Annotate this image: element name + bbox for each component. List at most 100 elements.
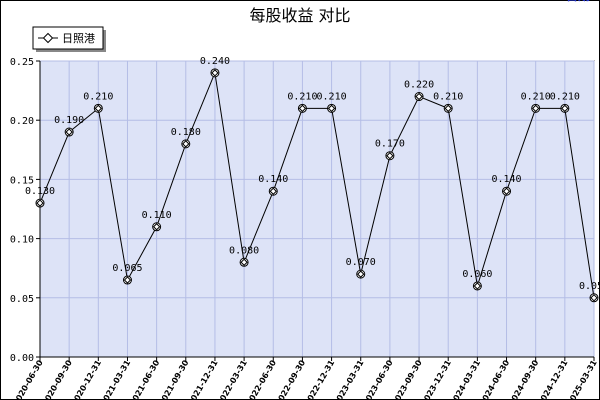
y-axis-tick-labels: 0.00 0.05 0.10 0.15 0.20 0.25 [10,57,34,364]
data-point-diamond [590,294,598,302]
data-point-diamond [444,104,452,113]
data-point-diamond [298,104,307,113]
plot-area [39,60,595,358]
y-tick-label: 0.00 [10,353,34,364]
x-tick-label: 2020-12-31 [70,358,104,400]
data-label: 0.210 [433,91,463,102]
data-point-diamond [182,140,190,148]
chart-title: 每股收益 对比 [249,6,350,25]
data-point [122,275,132,285]
data-label: 0.210 [550,91,580,102]
data-label: 0.210 [317,91,347,102]
data-point [472,281,482,291]
data-label: 0.210 [83,91,113,102]
x-tick-label: 2024-12-31 [536,358,570,400]
data-point [560,103,570,113]
data-point [181,139,191,149]
x-axis-label: 日期 [566,0,590,3]
data-label: 0.220 [404,80,434,91]
x-tick-label: 2022-06-30 [245,358,279,400]
x-axis-tick-labels: 2020-06-302020-09-302020-12-312021-03-31… [11,358,599,400]
data-label: 0.050 [579,281,600,292]
data-point [64,127,74,137]
legend-box [32,26,104,50]
x-tick-label: 2024-03-31 [449,358,483,400]
data-label: 0.140 [491,174,521,185]
data-label: 0.240 [200,56,230,67]
data-point-diamond [269,187,277,195]
data-point [152,222,162,232]
data-label: 0.110 [142,210,172,221]
data-label: 0.180 [171,127,201,138]
data-label: 0.070 [346,257,376,268]
x-tick-label: 2025-03-31 [565,358,599,400]
data-point [356,269,366,279]
data-point-diamond [65,128,73,136]
data-point-diamond [327,104,336,113]
data-point-diamond [123,276,132,284]
data-label: 0.060 [462,269,492,280]
y-tick-label: 0.15 [10,175,34,186]
data-point [589,293,599,303]
x-tick-label: 2021-03-31 [99,358,133,400]
y-tick-label: 0.10 [10,235,34,246]
series-line [39,70,595,298]
x-tick-label: 2024-09-30 [507,358,541,400]
y-tick-label: 0.20 [10,116,34,127]
data-label: 0.190 [54,115,84,126]
data-point-diamond [415,92,423,101]
data-point [414,92,424,102]
data-point [502,186,512,196]
x-tick-label: 2023-03-31 [332,358,366,400]
data-point-diamond [473,282,482,290]
data-point-diamond [211,69,219,77]
data-point [531,103,541,113]
data-point-diamond [386,152,394,160]
data-point [385,151,395,161]
data-point [443,103,453,113]
data-label: 0.130 [25,186,55,197]
series-line-layer [39,70,595,298]
x-tick-label: 2021-06-30 [128,358,162,400]
x-tick-label: 2020-09-30 [41,358,75,400]
x-tick-label: 2023-09-30 [390,358,424,400]
axes [36,60,595,361]
x-tick-label: 2024-06-30 [478,358,512,400]
data-label: 0.210 [521,91,551,102]
data-point [327,103,337,113]
data-label: 0.140 [258,174,288,185]
y-tick-label: 0.25 [10,57,34,68]
data-point-diamond [561,104,569,113]
x-tick-label: 2022-09-30 [274,358,308,400]
x-tick-label: 2022-12-31 [303,358,337,400]
data-point-diamond [36,199,44,207]
data-point [210,68,220,78]
legend-diamond-marker-icon [42,32,54,44]
data-point [93,103,103,113]
data-point-diamond [531,104,540,113]
data-label: 0.065 [112,263,142,274]
data-point-diamond [240,258,248,266]
x-tick-label: 2023-12-31 [420,358,454,400]
x-tick-label: 2023-06-30 [361,358,395,400]
data-markers [35,68,599,303]
data-point-diamond [502,187,511,195]
x-tick-label: 2020-06-30 [11,358,45,400]
data-label: 0.210 [287,91,317,102]
data-point [35,198,45,208]
data-labels: 0.130 0.190 0.210 0.065 0.110 0.180 0.240 0.080… [25,56,600,292]
data-label: 0.170 [375,139,405,150]
data-point [239,257,249,267]
data-point [268,186,278,196]
data-point [297,103,307,113]
legend-label: 日照港 [62,32,95,45]
data-point-diamond [357,270,365,278]
y-tick-label: 0.05 [10,294,34,305]
x-tick-label: 2021-09-30 [157,358,191,400]
x-tick-label: 2021-12-31 [186,358,220,400]
legend: 日照港 [32,26,106,52]
data-point-diamond [152,223,161,231]
data-label: 0.080 [229,245,259,256]
data-point-diamond [94,104,103,113]
